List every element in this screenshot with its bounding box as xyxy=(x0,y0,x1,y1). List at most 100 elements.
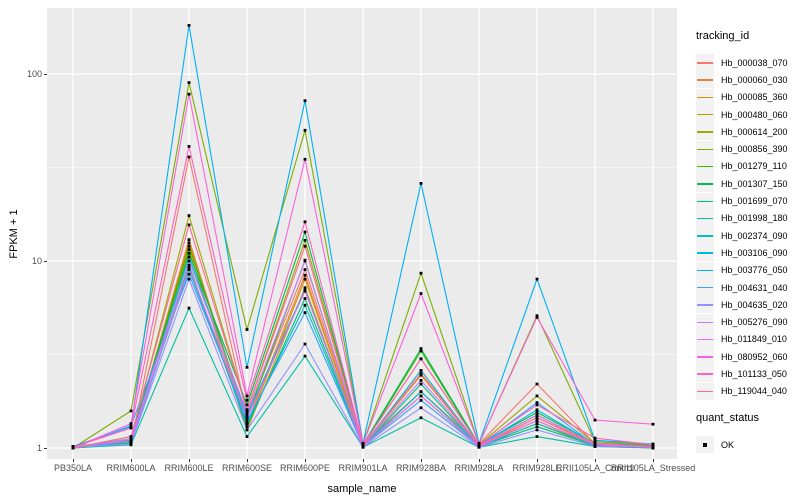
data-point xyxy=(187,238,191,242)
legend-key xyxy=(696,296,714,314)
data-point xyxy=(419,398,423,402)
data-point xyxy=(187,248,191,251)
data-point xyxy=(187,81,191,84)
data-point xyxy=(419,182,423,185)
legend-color-line-icon xyxy=(697,304,713,306)
legend-color-line-icon xyxy=(697,321,713,323)
y-tick-label: 10 xyxy=(31,255,42,266)
data-point xyxy=(129,424,133,427)
legend-key xyxy=(696,313,714,331)
legend-key xyxy=(696,157,714,175)
legend-item-Hb_000480_060: Hb_000480_060 xyxy=(696,106,800,124)
x-tick-mark xyxy=(420,459,422,462)
x-tick-mark xyxy=(246,459,248,462)
legend-label: Hb_000038_070 xyxy=(721,57,788,68)
x-tick-mark xyxy=(72,459,74,462)
data-point xyxy=(129,422,133,425)
legend-key xyxy=(696,88,714,106)
data-point xyxy=(419,373,423,377)
x-tick-label: RRIM928BA xyxy=(395,463,447,473)
data-point xyxy=(245,425,249,429)
y-axis-title: FPKM + 1 xyxy=(8,209,20,259)
data-point xyxy=(651,422,655,426)
legend-color-line-icon xyxy=(697,373,713,375)
legend-label: Hb_000480_060 xyxy=(721,109,788,120)
data-point xyxy=(535,428,539,432)
data-point xyxy=(245,416,249,420)
legend-label: OK xyxy=(721,439,735,450)
data-point xyxy=(187,277,191,281)
quant-status-key xyxy=(696,436,714,454)
legend-item-Hb_001998_180: Hb_001998_180 xyxy=(696,209,800,227)
legend-item-Hb_080952_060: Hb_080952_060 xyxy=(696,348,800,366)
legend-key xyxy=(696,106,714,124)
legend-key xyxy=(696,279,714,296)
data-point xyxy=(187,306,191,310)
legend-item-Hb_000038_070: Hb_000038_070 xyxy=(696,54,800,72)
data-point xyxy=(593,441,597,445)
legend-label: Hb_011849_010 xyxy=(721,334,787,345)
legend-label: Hb_004635_020 xyxy=(721,299,788,310)
legend-label: Hb_001998_180 xyxy=(721,213,788,224)
data-point xyxy=(535,277,539,281)
legend-item-Hb_004631_040: Hb_004631_040 xyxy=(696,279,800,296)
data-point xyxy=(535,411,539,414)
legend-label: Hb_001699_070 xyxy=(721,196,788,207)
legend-label: Hb_001307_150 xyxy=(721,178,788,189)
plot-panel xyxy=(47,8,677,459)
y-tick-label: 100 xyxy=(26,68,42,79)
data-point xyxy=(245,365,249,369)
legend-item-Hb_000614_200: Hb_000614_200 xyxy=(696,123,800,141)
legend-item-Hb_011849_010: Hb_011849_010 xyxy=(696,330,800,348)
legend-color-line-icon xyxy=(697,269,713,272)
legend-label: Hb_002374_090 xyxy=(721,230,788,241)
legend-color-line-icon xyxy=(697,200,713,202)
legend-color-line-icon xyxy=(697,148,713,151)
x-tick-mark xyxy=(130,459,132,462)
legend-title-quant-status: quant_status xyxy=(696,411,759,424)
y-tick-mark xyxy=(44,447,47,449)
data-point xyxy=(129,439,133,443)
data-point xyxy=(129,442,133,446)
data-point xyxy=(187,92,191,96)
data-point xyxy=(71,446,75,450)
data-point xyxy=(187,24,191,27)
legend-item-Hb_119044_040: Hb_119044_040 xyxy=(696,382,800,400)
x-tick-label: RRIM600PE xyxy=(279,463,331,473)
data-point xyxy=(303,99,307,103)
data-point xyxy=(187,155,191,159)
x-tick-mark xyxy=(304,459,306,462)
data-point xyxy=(419,394,423,398)
data-point xyxy=(187,145,191,148)
data-point xyxy=(535,416,539,420)
legend-item-Hb_001279_110: Hb_001279_110 xyxy=(696,157,800,175)
data-point xyxy=(303,238,307,242)
legend-key xyxy=(696,227,714,245)
legend-label: Hb_000060_030 xyxy=(721,74,788,85)
legend-key xyxy=(696,192,714,210)
data-point xyxy=(593,443,597,447)
legend-item-Hb_005276_090: Hb_005276_090 xyxy=(696,313,800,331)
x-tick-mark xyxy=(536,459,538,462)
data-point xyxy=(303,244,307,248)
data-point xyxy=(187,272,191,276)
legend-key xyxy=(696,175,714,193)
data-point xyxy=(245,411,249,414)
data-point xyxy=(187,263,191,267)
legend: tracking_id Hb_000038_070 Hb_000060_030 Hb… xyxy=(696,30,800,454)
data-point xyxy=(303,354,307,358)
data-point xyxy=(303,128,307,132)
data-point xyxy=(419,271,423,275)
legend-item-Hb_003106_090: Hb_003106_090 xyxy=(696,244,800,262)
legend-item-Hb_000085_360: Hb_000085_360 xyxy=(696,88,800,106)
data-point xyxy=(129,441,133,444)
legend-label: Hb_119044_040 xyxy=(721,386,787,397)
y-tick-label: 1 xyxy=(36,442,42,453)
line-chart xyxy=(47,8,677,459)
legend-label: Hb_004631_040 xyxy=(721,282,788,293)
data-point xyxy=(361,444,365,447)
legend-key xyxy=(696,261,714,279)
x-tick-label: PB350LA xyxy=(53,463,93,473)
legend-label: Hb_000856_390 xyxy=(721,144,788,155)
data-point xyxy=(187,214,191,217)
